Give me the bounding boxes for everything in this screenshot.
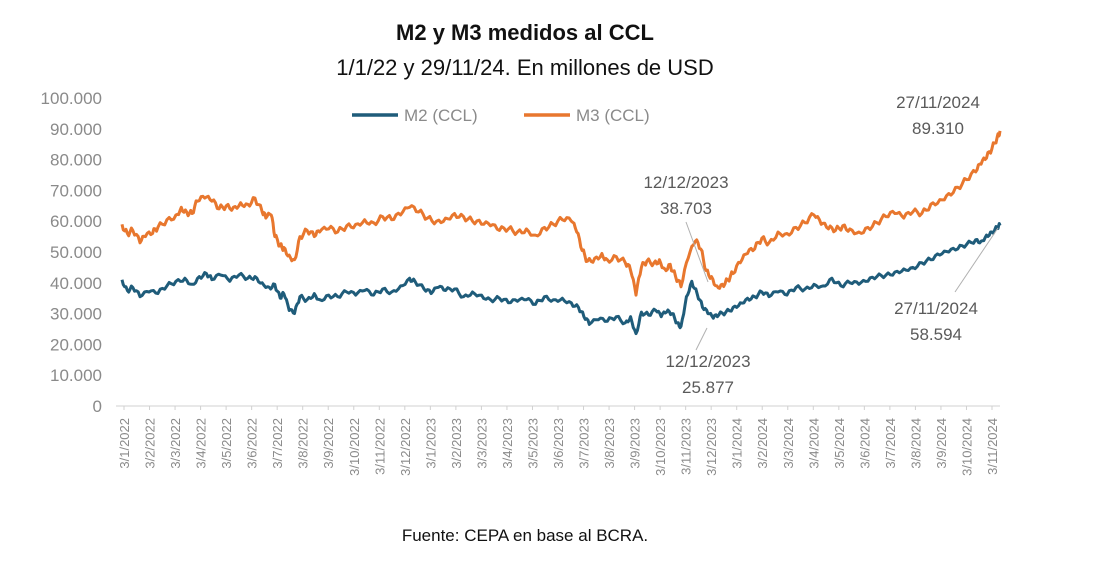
x-tick-label: 3/1/2024 bbox=[730, 418, 745, 469]
annotation-m2-dec2023-value: 25.877 bbox=[682, 378, 734, 397]
x-tick-label: 3/2/2024 bbox=[755, 418, 770, 469]
series-line-m2 bbox=[120, 222, 1002, 336]
x-tick-label: 3/4/2023 bbox=[500, 418, 515, 469]
y-tick-label: 50.000 bbox=[50, 243, 102, 262]
series-layer bbox=[120, 130, 1002, 336]
y-tick-label: 30.000 bbox=[50, 305, 102, 324]
x-tick-label: 3/10/2023 bbox=[653, 418, 668, 476]
x-tick-label: 3/11/2023 bbox=[679, 418, 694, 475]
x-tick-label: 3/2/2023 bbox=[449, 418, 464, 469]
x-tick-label: 3/5/2022 bbox=[219, 418, 234, 469]
x-tick-label: 3/3/2022 bbox=[168, 418, 183, 469]
annotations: 12/12/2023 38.703 12/12/2023 25.877 27/1… bbox=[643, 93, 999, 397]
chart-title: M2 y M3 medidos al CCL bbox=[396, 20, 654, 45]
line-chart: 100.000 90.000 80.000 70.000 60.000 50.000 40.… bbox=[41, 89, 1002, 476]
x-tick-label: 3/11/2022 bbox=[372, 418, 387, 475]
y-tick-label: 80.000 bbox=[50, 151, 102, 170]
annotation-m3-dec2023-value: 38.703 bbox=[660, 199, 712, 218]
x-tick-label: 3/2/2022 bbox=[143, 418, 158, 469]
series-line-m3 bbox=[120, 130, 1002, 297]
annotation-m2-nov2024-date: 27/11/2024 bbox=[894, 299, 978, 318]
x-tick-label: 3/6/2022 bbox=[245, 418, 260, 469]
y-axis: 100.000 90.000 80.000 70.000 60.000 50.000 40.… bbox=[41, 89, 102, 416]
x-tick-label: 3/8/2024 bbox=[908, 418, 923, 469]
x-tick-label: 3/6/2024 bbox=[857, 418, 872, 469]
y-tick-label: 60.000 bbox=[50, 212, 102, 231]
annotation-leader-m2-dec2023 bbox=[695, 327, 708, 351]
x-tick-label: 3/7/2024 bbox=[883, 418, 898, 469]
x-tick-label: 3/8/2022 bbox=[296, 418, 311, 469]
annotation-leader-m3-dec2023 bbox=[685, 221, 709, 283]
x-tick-label: 3/8/2023 bbox=[602, 418, 617, 469]
legend-label-m2: M2 (CCL) bbox=[404, 106, 478, 125]
x-tick-label: 3/4/2024 bbox=[806, 418, 821, 469]
y-tick-label: 0 bbox=[93, 397, 102, 416]
legend-label-m3: M3 (CCL) bbox=[576, 106, 650, 125]
x-tick-label: 3/9/2024 bbox=[934, 418, 949, 469]
x-axis: 3/1/2022 3/2/2022 3/3/2022 3/4/2022 3/5/2022… bbox=[116, 405, 1000, 476]
x-tick-label: 3/3/2024 bbox=[781, 418, 796, 469]
annotation-m2-dec2023-date: 12/12/2023 bbox=[665, 352, 750, 371]
annotation-m3-dec2023-date: 12/12/2023 bbox=[643, 173, 728, 192]
x-tick-label: 3/3/2023 bbox=[474, 418, 489, 469]
x-tick-label: 3/5/2024 bbox=[832, 418, 847, 469]
x-tick-label: 3/7/2023 bbox=[577, 418, 592, 469]
x-tick-label: 3/6/2023 bbox=[551, 418, 566, 469]
y-tick-label: 10.000 bbox=[50, 366, 102, 385]
annotation-m2-nov2024-value: 58.594 bbox=[910, 325, 962, 344]
legend: M2 (CCL) M3 (CCL) bbox=[352, 106, 650, 125]
x-tick-label: 3/12/2022 bbox=[398, 418, 413, 476]
y-tick-label: 20.000 bbox=[50, 335, 102, 354]
x-tick-label: 3/9/2022 bbox=[321, 418, 336, 469]
x-tick-label: 3/10/2022 bbox=[347, 418, 362, 476]
x-tick-label: 3/7/2022 bbox=[270, 418, 285, 469]
y-tick-label: 100.000 bbox=[41, 89, 102, 108]
y-tick-label: 40.000 bbox=[50, 274, 102, 293]
x-tick-label: 3/12/2023 bbox=[704, 418, 719, 476]
y-tick-label: 70.000 bbox=[50, 181, 102, 200]
annotation-m3-nov2024-value: 89.310 bbox=[912, 119, 964, 138]
chart-subtitle: 1/1/22 y 29/11/24. En millones de USD bbox=[336, 55, 714, 80]
x-tick-label: 3/9/2023 bbox=[628, 418, 643, 469]
annotation-m3-nov2024-date: 27/11/2024 bbox=[896, 93, 980, 112]
x-tick-label: 3/10/2024 bbox=[959, 418, 974, 476]
x-tick-label: 3/1/2022 bbox=[117, 418, 132, 469]
x-tick-label: 3/1/2023 bbox=[423, 418, 438, 469]
x-tick-label: 3/11/2024 bbox=[985, 418, 1000, 475]
annotation-leader-m2-nov2024 bbox=[954, 227, 999, 293]
x-tick-label: 3/5/2023 bbox=[525, 418, 540, 469]
x-tick-label: 3/4/2022 bbox=[194, 418, 209, 469]
source-note: Fuente: CEPA en base al BCRA. bbox=[401, 526, 649, 545]
y-tick-label: 90.000 bbox=[50, 120, 102, 139]
